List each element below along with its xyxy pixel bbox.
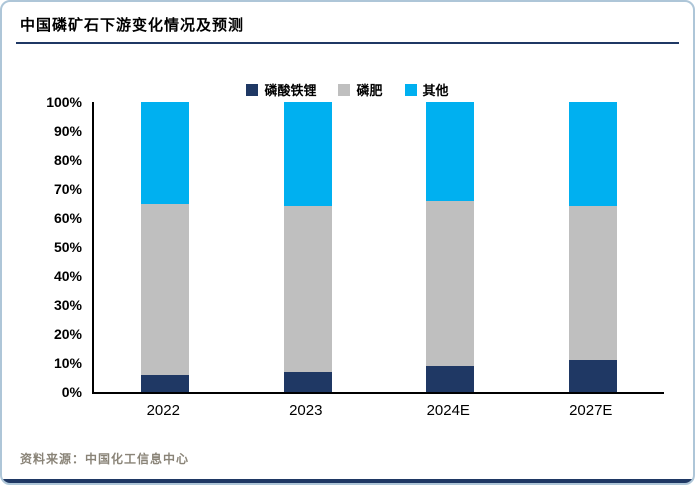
y-tick-label: 10% [53, 355, 82, 371]
legend-item: 磷肥 [338, 80, 383, 99]
x-tick-label: 2022 [146, 402, 180, 419]
y-tick-label: 90% [53, 123, 82, 139]
legend-swatch-icon [404, 83, 417, 96]
plot-area [92, 102, 664, 394]
legend-swatch-icon [338, 83, 351, 96]
bar-column [379, 102, 522, 392]
bar-segment [283, 371, 332, 392]
bar-column [237, 102, 380, 392]
legend-label: 其他 [422, 83, 449, 98]
stacked-bar-2024E [426, 102, 475, 392]
bar-segment [426, 102, 475, 201]
bar-segment [426, 365, 475, 392]
bar-segment [141, 203, 190, 375]
bar-segment [283, 102, 332, 207]
y-tick-label: 20% [53, 326, 82, 342]
y-axis: 0% 10% 20% 30% 40% 50% 60% 70% 80% 90% 100% [2, 94, 82, 400]
y-tick-label: 100% [46, 94, 82, 110]
x-tick-label: 2023 [289, 402, 323, 419]
source-note: 资料来源：中国化工信息中心 [20, 452, 190, 466]
bar-segment [283, 206, 332, 372]
legend-swatch-icon [246, 83, 259, 96]
bar-segment [141, 102, 190, 204]
y-tick-label: 40% [53, 268, 82, 284]
y-tick-label: 0% [61, 384, 82, 400]
y-tick-label: 30% [53, 297, 82, 313]
bar-segment [568, 360, 617, 392]
x-axis: 2022 2023 2024E 2027E [92, 402, 662, 419]
stacked-bar-2027E [568, 102, 617, 392]
bar-segment [141, 374, 190, 392]
legend-label: 磷肥 [356, 83, 383, 98]
stacked-bar-2023 [283, 102, 332, 392]
y-tick-label: 80% [53, 152, 82, 168]
bar-segment [568, 102, 617, 207]
x-tick-label: 2027E [569, 402, 613, 419]
legend-item: 其他 [404, 80, 449, 99]
y-tick-label: 50% [53, 239, 82, 255]
bar-segment [568, 206, 617, 361]
bar-segment [426, 200, 475, 366]
stacked-bar-2022 [141, 102, 190, 392]
bar-column [94, 102, 237, 392]
bottom-rule [2, 479, 693, 483]
x-tick-label: 2024E [426, 402, 470, 419]
chart-legend: 磷酸铁锂 磷肥 其他 [2, 80, 693, 99]
y-tick-label: 60% [53, 210, 82, 226]
legend-label: 磷酸铁锂 [264, 83, 317, 98]
legend-item: 磷酸铁锂 [246, 80, 316, 99]
title-underline [16, 42, 679, 44]
bar-column [522, 102, 665, 392]
y-tick-label: 70% [53, 181, 82, 197]
chart-title: 中国磷矿石下游变化情况及预测 [20, 17, 245, 34]
